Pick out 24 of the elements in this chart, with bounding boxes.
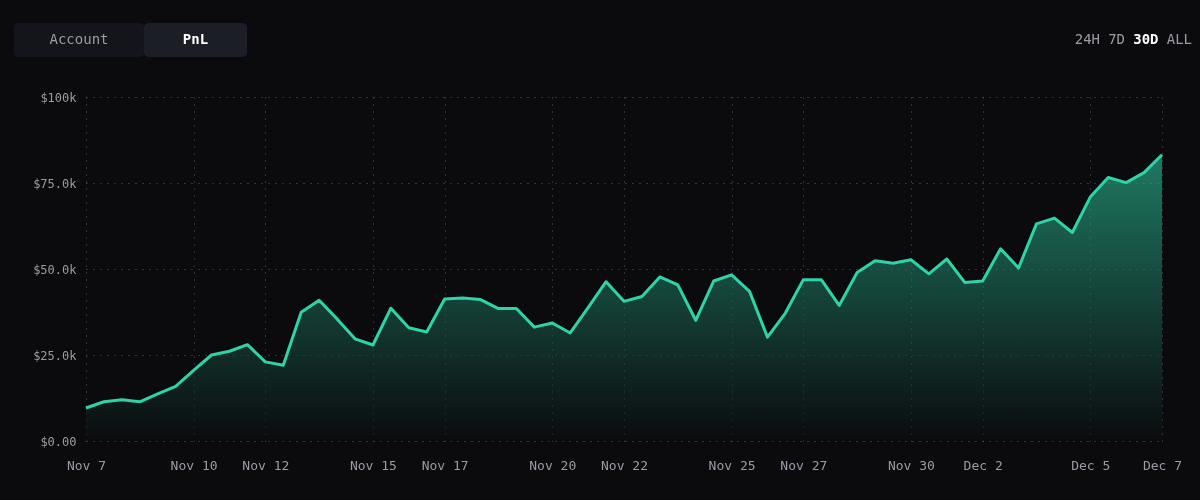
x-tick-label: Nov 22 bbox=[601, 457, 648, 473]
x-tick-label: Nov 27 bbox=[780, 457, 828, 473]
x-tick-label: Nov 30 bbox=[887, 457, 935, 473]
y-tick-label: $75.0k bbox=[33, 176, 78, 191]
text: 24H bbox=[1074, 31, 1100, 47]
x-tick-label: Dec 5 bbox=[1071, 457, 1111, 473]
text: 30D bbox=[1133, 31, 1159, 47]
text: 7D bbox=[1108, 31, 1125, 47]
x-tick-label: Nov 15 bbox=[349, 457, 397, 473]
x-tick-label: Nov 10 bbox=[170, 457, 218, 473]
x-tick-label: Nov 7 bbox=[66, 457, 107, 473]
x-tick-label: Nov 17 bbox=[421, 457, 469, 473]
x-tick-label: Dec 2 bbox=[963, 457, 1003, 473]
y-tick-label: $0.00 bbox=[40, 434, 77, 449]
text: ALL bbox=[1166, 31, 1192, 47]
x-tick-label: Nov 12 bbox=[242, 457, 290, 473]
y-tick-label: $25.0k bbox=[33, 348, 78, 363]
text: Account bbox=[49, 31, 109, 47]
x-tick-label: Nov 20 bbox=[529, 457, 577, 473]
text: PnL bbox=[182, 31, 209, 47]
y-tick-label: $50.0k bbox=[33, 262, 78, 277]
x-tick-label: Nov 25 bbox=[708, 457, 756, 473]
y-tick-label: $100k bbox=[40, 90, 78, 105]
x-tick-label: Dec 7 bbox=[1142, 457, 1183, 473]
